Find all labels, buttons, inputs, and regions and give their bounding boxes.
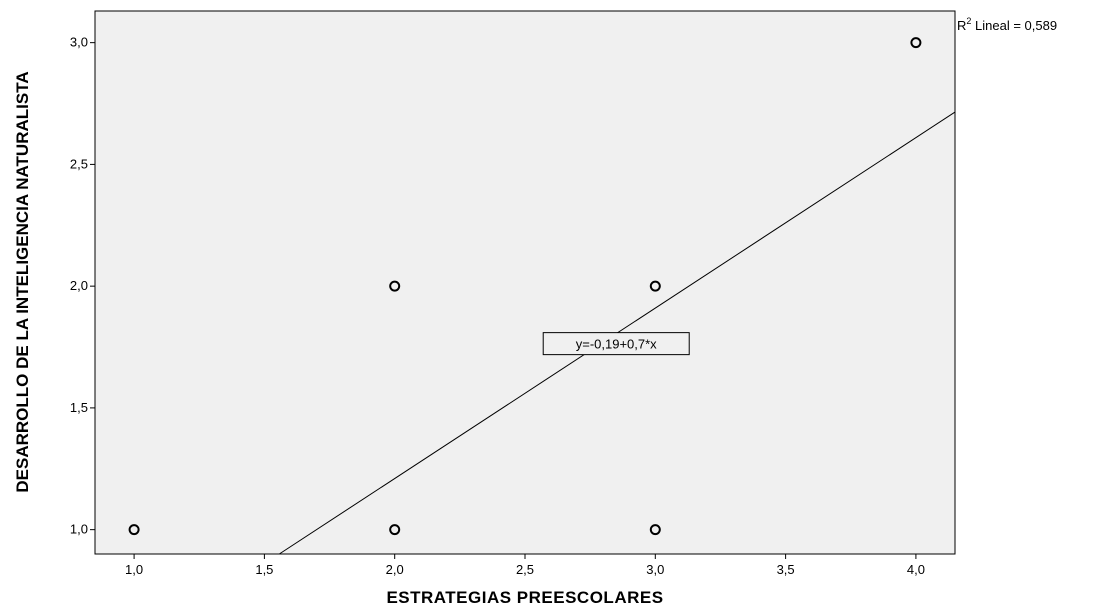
data-point	[389, 524, 401, 536]
data-point	[649, 280, 661, 292]
data-point	[128, 524, 140, 536]
fit-equation-text: y=-0,19+0,7*x	[576, 337, 657, 352]
data-point	[649, 524, 661, 536]
y-axis-title: DESARROLLO DE LA INTELIGENCIA NATURALIST…	[13, 71, 32, 492]
x-tick-label: 4,0	[907, 562, 925, 577]
fit-equation-label: y=-0,19+0,7*x	[542, 332, 690, 356]
x-tick-label: 2,5	[516, 562, 534, 577]
r-squared-superscript: 2	[966, 16, 971, 26]
data-point	[910, 37, 922, 49]
fit-equation-box	[542, 332, 690, 356]
x-tick-label: 3,0	[646, 562, 664, 577]
y-tick-label: 3,0	[70, 35, 88, 50]
x-tick-label: 3,5	[777, 562, 795, 577]
y-tick-label: 1,5	[70, 400, 88, 415]
data-point	[389, 280, 401, 292]
y-tick-label: 1,0	[70, 522, 88, 537]
data-points	[128, 37, 922, 536]
x-axis-title: ESTRATEGIAS PREESCOLARES	[386, 588, 663, 607]
x-tick-label: 2,0	[386, 562, 404, 577]
axis-ticks: 1,0 1,5 2,0 2,5 3,0 3,5 4,0 1,0 1,5 2,0 2,5 3,0	[70, 35, 925, 577]
r-squared-value: Lineal = 0,589	[971, 18, 1057, 33]
y-tick-label: 2,5	[70, 156, 88, 171]
x-tick-label: 1,5	[255, 562, 273, 577]
x-tick-label: 1,0	[125, 562, 143, 577]
y-tick-label: 2,0	[70, 278, 88, 293]
r-squared-prefix: R	[957, 18, 966, 33]
plot-area	[94, 10, 956, 555]
r-squared-label: R2 Lineal = 0,589	[957, 16, 1057, 33]
